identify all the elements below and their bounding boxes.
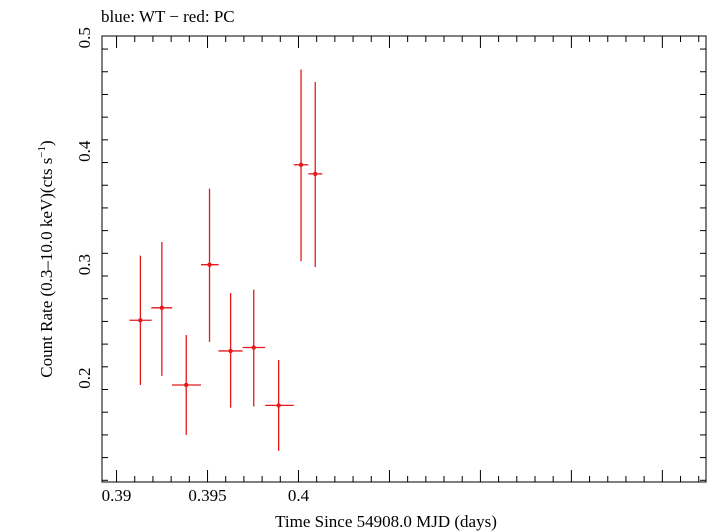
plot-frame (101, 35, 707, 483)
data-point (129, 255, 152, 385)
data-marker (251, 345, 256, 350)
data-points (129, 69, 323, 451)
y-axis-label-end: ) (37, 140, 56, 146)
data-marker (159, 305, 165, 310)
data-marker (276, 403, 281, 408)
x-tick-label: 0.395 (188, 486, 226, 505)
x-tick-label: 0.4 (288, 486, 310, 505)
y-tick-label: 0.4 (75, 140, 94, 162)
data-point (293, 69, 309, 262)
chart-title: blue: WT − red: PC (101, 7, 235, 26)
y-tick-label: 0.2 (75, 368, 94, 389)
data-point (242, 289, 266, 407)
y-axis-label-main: Count Rate (0.3–10.0 keV)(cts s (37, 158, 56, 378)
y-ticks: 0.2 0.3 0.4 0.5 (75, 27, 706, 481)
data-point (172, 335, 201, 435)
y-axis-label: Count Rate (0.3–10.0 keV)(cts s−1) (36, 140, 56, 377)
data-marker (228, 348, 233, 354)
data-point (151, 241, 173, 376)
data-point (308, 81, 323, 267)
data-marker (298, 162, 304, 168)
x-axis-label: Time Since 54908.0 MJD (days) (275, 512, 497, 531)
x-tick-label: 0.39 (102, 486, 132, 505)
data-marker (313, 171, 318, 177)
y-tick-label: 0.5 (75, 27, 94, 48)
data-point (218, 293, 243, 408)
y-axis-label-superscript: −1 (36, 146, 48, 158)
y-tick-label: 0.3 (75, 254, 94, 275)
x-ticks: 0.39 0.395 0.4 (102, 36, 700, 505)
data-marker (207, 262, 212, 267)
data-marker (184, 382, 189, 388)
data-point (265, 360, 294, 451)
data-point (200, 188, 219, 342)
data-marker (138, 318, 143, 323)
